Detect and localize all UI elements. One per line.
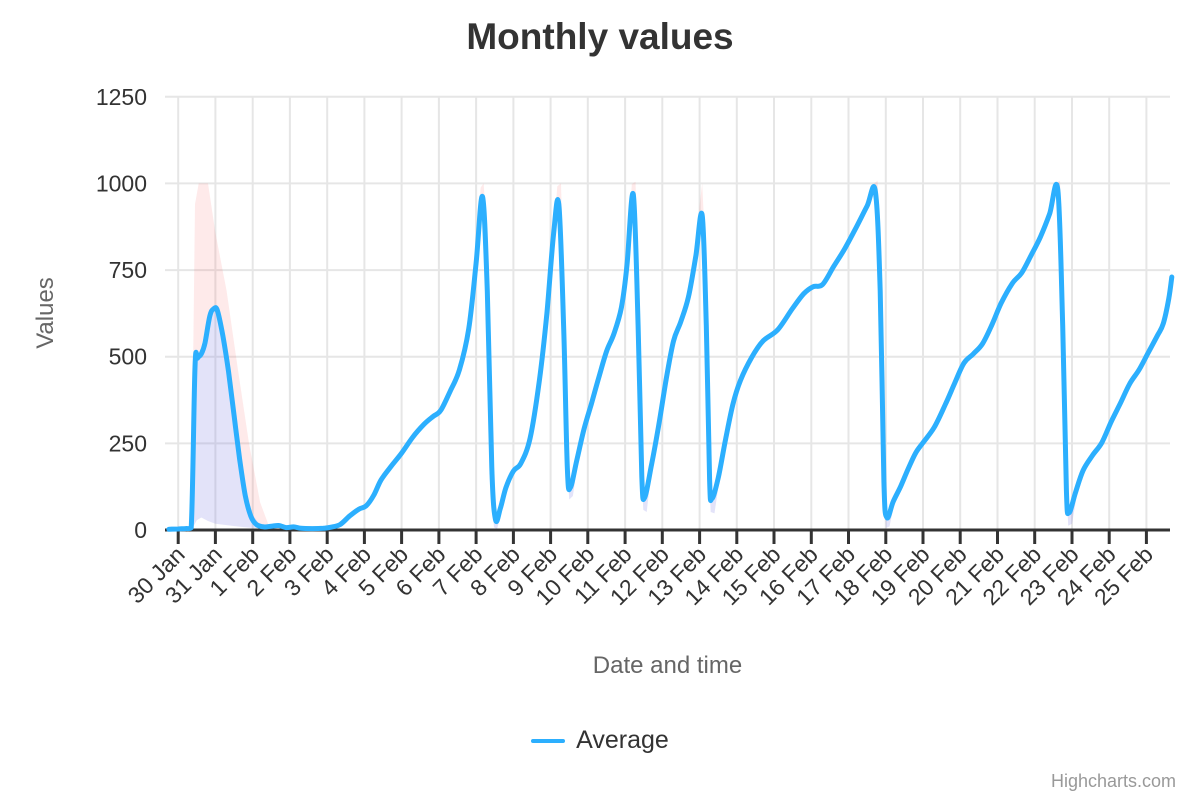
y-tick-label: 750 [109, 257, 147, 283]
y-tick-label: 250 [109, 430, 147, 456]
y-tick-label: 1250 [96, 84, 147, 110]
y-tick-label: 1000 [96, 170, 147, 196]
y-tick-label: 500 [109, 344, 147, 370]
legend-line-marker-icon [531, 738, 566, 743]
legend-label: Average [576, 726, 669, 754]
range-band-purple [190, 308, 274, 530]
x-axis-title: Date and time [592, 652, 743, 679]
y-axis-title: Values [32, 277, 59, 349]
y-tick-label: 0 [134, 517, 147, 543]
legend-item-average[interactable]: Average [0, 726, 1200, 755]
range-band-pink [191, 183, 270, 528]
series-line-average[interactable] [166, 182, 1175, 532]
highcharts-credits-link[interactable]: Highcharts.com [1050, 771, 1176, 791]
chart-title: Monthly values [466, 16, 734, 57]
